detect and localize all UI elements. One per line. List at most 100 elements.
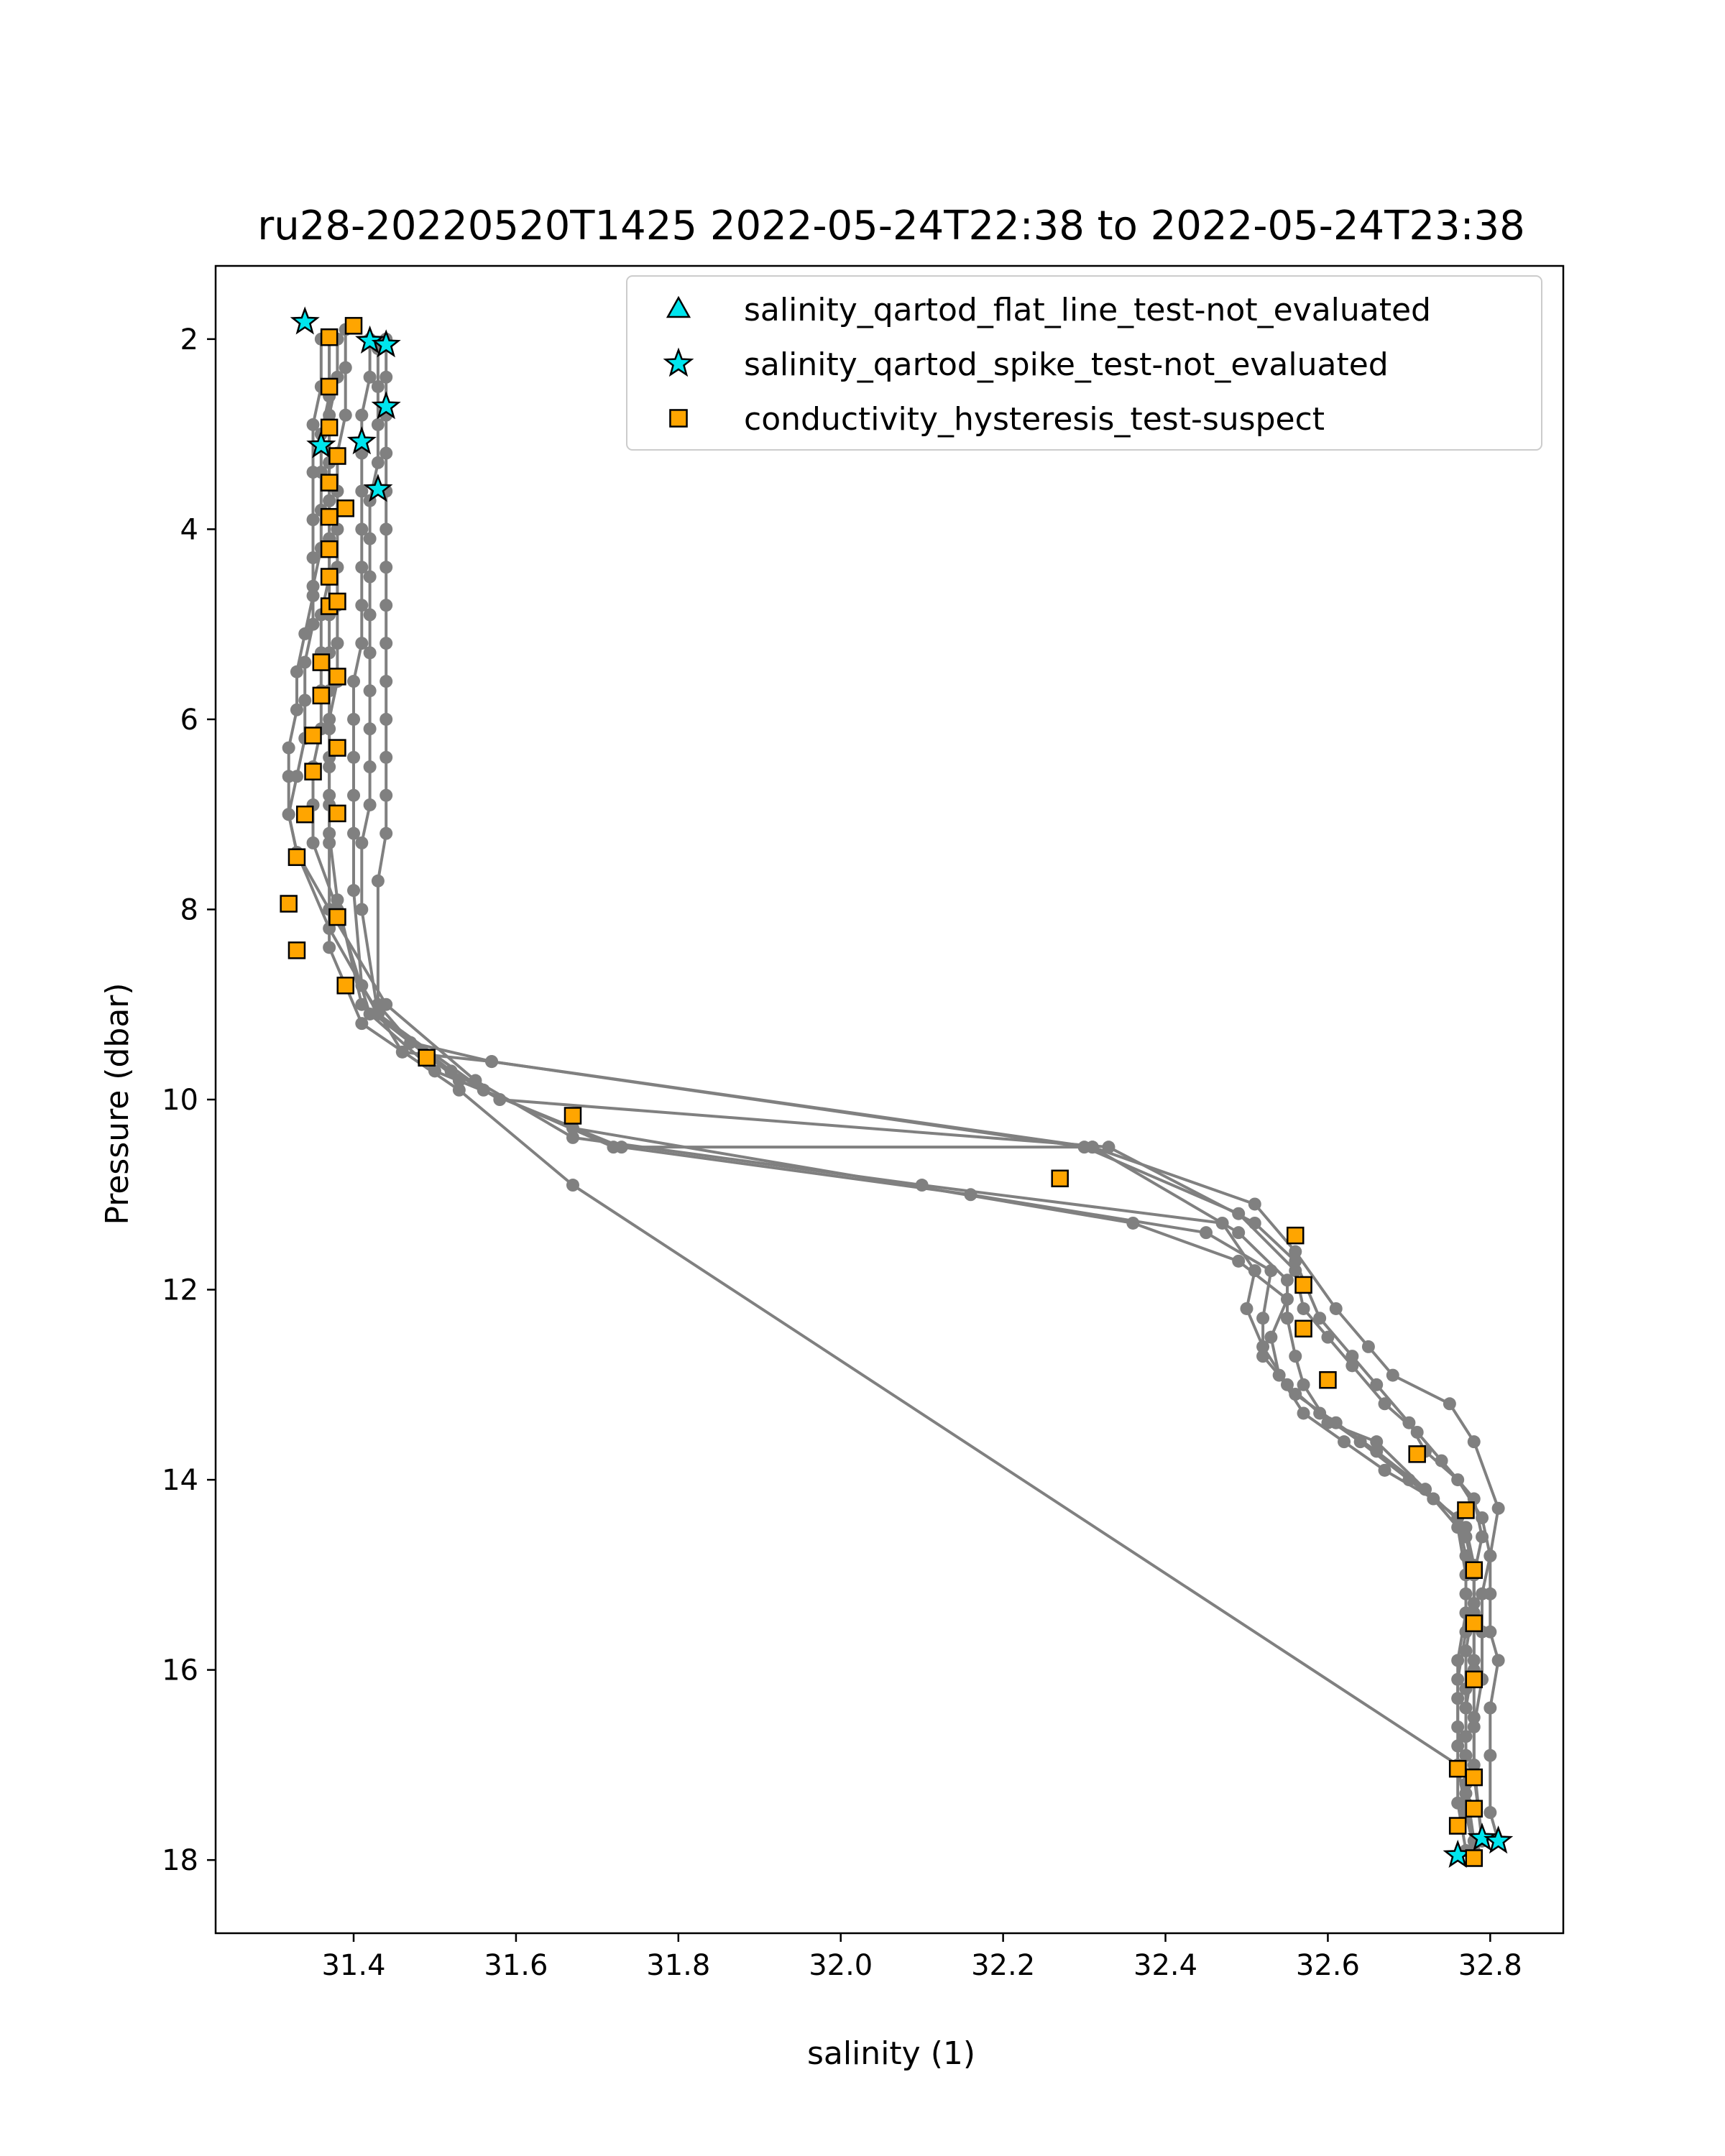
profile-point [306, 418, 320, 431]
profile-point [323, 836, 336, 849]
profile-point [1459, 1521, 1473, 1534]
profile-point [371, 418, 385, 431]
profile-point [355, 903, 369, 916]
profile-point [380, 675, 393, 688]
square-marker [328, 908, 346, 926]
profile-point [1361, 1340, 1375, 1353]
profile-point [1215, 1216, 1229, 1230]
square-marker [1287, 1226, 1305, 1245]
profile-point [1370, 1435, 1384, 1449]
x-axis: 31.4 31.6 31.8 32.0 32.2 32.4 32.6 32.8 [321, 1933, 1522, 1982]
profile-point [1256, 1350, 1270, 1363]
square-marker [320, 568, 339, 586]
square-marker [1465, 1800, 1484, 1818]
profile-point [1467, 1435, 1481, 1449]
legend-entry-label: conductivity_hysteresis_test-suspect [744, 401, 1325, 438]
profile-point [331, 637, 344, 650]
profile-point [1232, 1254, 1246, 1268]
x-tick-label: 32.2 [971, 1949, 1035, 1982]
profile-point [1459, 1644, 1473, 1658]
profile-point [1232, 1226, 1246, 1240]
square-marker [320, 474, 339, 492]
profile-point [1256, 1312, 1270, 1325]
profile-point [1297, 1302, 1310, 1315]
profile-point [371, 456, 385, 469]
profile-point [1264, 1330, 1278, 1344]
profile-point [1289, 1350, 1302, 1363]
star-marker [346, 426, 377, 455]
square-marker [336, 499, 354, 517]
profile-point [1085, 1141, 1099, 1154]
profile-point [1264, 1264, 1278, 1278]
profile-point [1248, 1197, 1261, 1211]
profile-point [380, 522, 393, 536]
profile-point [331, 893, 344, 907]
profile-point [323, 494, 336, 507]
profile-point [347, 675, 361, 688]
profile-point [290, 770, 303, 783]
profile-point [380, 561, 393, 574]
x-tick-label: 31.4 [321, 1949, 385, 1982]
profile-point [1484, 1806, 1497, 1820]
profile-point [339, 361, 352, 374]
profile-point [323, 941, 336, 954]
profile-point [298, 655, 312, 669]
profile-point [339, 408, 352, 422]
profile-point [347, 712, 361, 726]
profile-point [1313, 1312, 1327, 1325]
profile-point [282, 808, 295, 821]
star-marker [1484, 1825, 1514, 1854]
profile-point [380, 750, 393, 764]
legend: salinity_qartod_flat_line_test-not_evalu… [626, 275, 1542, 451]
square-marker [328, 804, 346, 823]
profile-point [355, 979, 369, 992]
profile-point [355, 599, 369, 612]
profile-point [380, 712, 393, 726]
profile-point [290, 703, 303, 717]
x-tick-label: 31.8 [646, 1949, 710, 1982]
profile-point [493, 1093, 507, 1106]
square-marker [295, 805, 314, 824]
profile-point [1280, 1273, 1294, 1287]
profile-point [355, 836, 369, 849]
profile-point [363, 684, 377, 698]
profile-point [1378, 1463, 1392, 1477]
profile-point [1297, 1406, 1310, 1420]
profile-point [1346, 1350, 1359, 1363]
square-marker [1408, 1445, 1426, 1463]
profile-point [355, 637, 369, 650]
y-tick-label: 16 [162, 1654, 198, 1687]
profile-point [298, 694, 312, 707]
profile-point [1248, 1264, 1261, 1278]
profile-point [282, 741, 295, 755]
profile-point [306, 551, 320, 565]
profile-point [566, 1121, 579, 1135]
profile-point [1451, 1720, 1465, 1733]
square-marker [288, 848, 306, 866]
square-marker [328, 668, 346, 686]
profile-point [444, 1064, 458, 1078]
square-marker [1294, 1276, 1312, 1294]
profile-point [1484, 1749, 1497, 1762]
profile-point [380, 446, 393, 460]
legend-entry-label: salinity_qartod_flat_line_test-not_evalu… [744, 292, 1431, 328]
profile-point [1484, 1701, 1497, 1715]
profile-point [371, 1007, 385, 1021]
square-marker [320, 540, 339, 558]
x-tick-label: 32.4 [1133, 1949, 1197, 1982]
plot-area [280, 306, 1514, 1869]
square-marker [564, 1107, 582, 1125]
profile-point [1451, 1473, 1465, 1487]
y-tick-label: 14 [162, 1464, 198, 1497]
x-tick-label: 32.0 [809, 1949, 873, 1982]
y-tick-label: 6 [180, 704, 198, 737]
profile-point [380, 370, 393, 384]
profile-point [363, 722, 377, 736]
y-tick-label: 18 [162, 1844, 198, 1877]
profile-point [1386, 1368, 1399, 1382]
profile-point [363, 760, 377, 774]
legend-star-marker [663, 347, 694, 377]
profile-point [1297, 1378, 1310, 1391]
square-marker [1294, 1319, 1312, 1338]
square-marker [328, 739, 346, 757]
